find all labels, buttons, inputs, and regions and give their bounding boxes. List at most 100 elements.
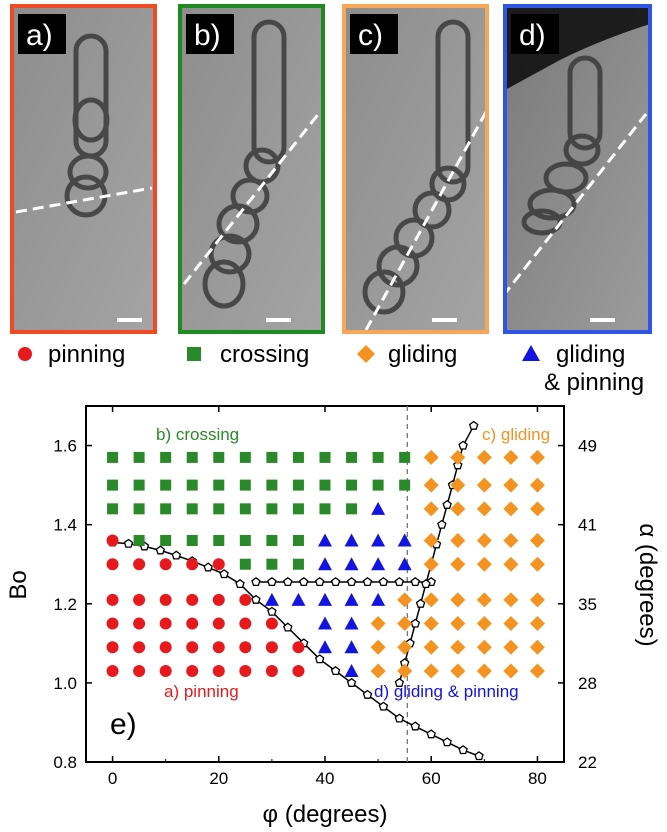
point-gliding-pinning <box>264 592 279 606</box>
pinning-boundary-marker <box>203 562 213 572</box>
point-gliding <box>529 477 545 493</box>
point-crossing <box>372 451 384 463</box>
gliding-boundary-marker <box>468 420 479 430</box>
crossing-boundary-marker <box>410 576 421 587</box>
y-tick-label: 1.0 <box>53 674 77 693</box>
point-pinning <box>212 558 225 571</box>
x-axis-title: φ (degrees) <box>263 801 388 828</box>
gliding-boundary-marker <box>421 578 431 589</box>
crossing-boundary-marker <box>299 576 309 587</box>
legend-label-pinning: pinning <box>48 341 125 368</box>
point-gliding-pinning <box>397 557 412 571</box>
pinning-boundary-marker <box>283 622 293 632</box>
point-gliding-pinning <box>344 557 359 571</box>
point-gliding <box>503 501 519 517</box>
pinning-boundary-marker <box>474 751 484 761</box>
point-gliding <box>476 639 492 655</box>
point-gliding-pinning <box>371 557 386 571</box>
panel-label-box-a <box>18 14 66 54</box>
y-right-tick-label: 49 <box>578 437 597 456</box>
plot-frame <box>85 405 565 763</box>
point-gliding <box>503 639 519 655</box>
legend-marker-triangle <box>522 345 540 361</box>
scale-bar-c <box>432 318 457 322</box>
point-crossing <box>213 534 225 546</box>
bubble-trail-c <box>362 19 471 315</box>
point-gliding <box>423 477 439 493</box>
point-gliding <box>503 477 519 493</box>
axis-ticks: 0 20 40 60 80 0.8 1.0 1.2 1.4 1.6 22 28 35 41 49 <box>53 406 597 788</box>
panel-label-d: d) <box>519 19 546 52</box>
point-gliding <box>450 639 466 655</box>
point-pinning <box>106 558 119 571</box>
point-crossing <box>399 479 411 491</box>
region-label-pinning: a) pinning <box>164 682 239 701</box>
pinning-boundary-marker <box>330 665 341 676</box>
point-gliding <box>450 592 466 608</box>
point-pinning <box>265 641 278 654</box>
crossing-boundary-marker <box>394 576 405 587</box>
point-pinning <box>239 641 252 654</box>
panel-label-e: e) <box>110 708 137 741</box>
gliding-boundary-marker <box>437 519 447 529</box>
y-right-tick-label: 41 <box>578 516 597 535</box>
point-gliding <box>503 592 519 608</box>
point-gliding <box>503 449 519 465</box>
point-gliding-pinning <box>344 664 359 678</box>
point-gliding-pinning <box>344 592 359 606</box>
point-crossing <box>213 451 225 463</box>
point-crossing <box>239 503 251 515</box>
legend: pinning crossing gliding gliding & pinni… <box>18 341 644 396</box>
point-crossing <box>239 534 251 546</box>
legend-marker-diamond <box>357 345 375 363</box>
point-crossing <box>239 558 251 570</box>
point-gliding <box>476 532 492 548</box>
point-crossing <box>160 534 172 546</box>
point-crossing <box>319 451 331 463</box>
point-gliding-pinning <box>318 533 332 547</box>
point-crossing <box>319 479 331 491</box>
point-crossing <box>186 534 198 546</box>
point-crossing <box>133 479 145 491</box>
y-tick-label: 1.6 <box>53 437 77 456</box>
crossing-boundary-marker <box>378 576 389 587</box>
x-tick-label: 0 <box>108 769 117 788</box>
point-gliding-pinning <box>318 616 332 630</box>
interface-line-c <box>364 111 488 331</box>
gliding-boundary-marker <box>458 440 468 450</box>
y-tick-label: 1.2 <box>53 595 77 614</box>
point-crossing <box>160 451 172 463</box>
pinning-boundary-marker <box>410 721 421 731</box>
point-pinning <box>186 641 199 654</box>
point-gliding <box>423 616 439 632</box>
point-crossing <box>292 479 304 491</box>
point-crossing <box>266 451 278 463</box>
point-gliding <box>450 556 466 572</box>
point-pinning <box>265 665 278 678</box>
point-gliding <box>450 616 466 632</box>
point-pinning <box>212 617 225 630</box>
gliding-boundary-marker <box>415 598 426 608</box>
point-pinning <box>212 665 225 678</box>
point-gliding <box>529 501 545 517</box>
pinning-boundary-marker <box>346 677 357 687</box>
point-pinning <box>212 593 225 606</box>
point-crossing <box>107 451 119 463</box>
panel-label-box-c <box>350 14 398 54</box>
point-pinning <box>106 593 119 606</box>
point-gliding <box>397 663 413 679</box>
point-crossing <box>239 451 251 463</box>
x-tick-label: 20 <box>209 769 228 788</box>
point-crossing <box>213 479 225 491</box>
point-crossing <box>107 479 119 491</box>
crossing-boundary-marker <box>283 576 293 587</box>
point-gliding <box>503 532 519 548</box>
point-pinning <box>133 593 146 606</box>
point-pinning <box>186 593 199 606</box>
point-pinning <box>106 617 119 630</box>
point-pinning <box>212 641 225 654</box>
legend-item-gliding: gliding <box>357 341 457 368</box>
panel-label-box-d <box>511 14 559 54</box>
point-pinning <box>186 665 199 678</box>
interface-line-d <box>501 113 648 297</box>
